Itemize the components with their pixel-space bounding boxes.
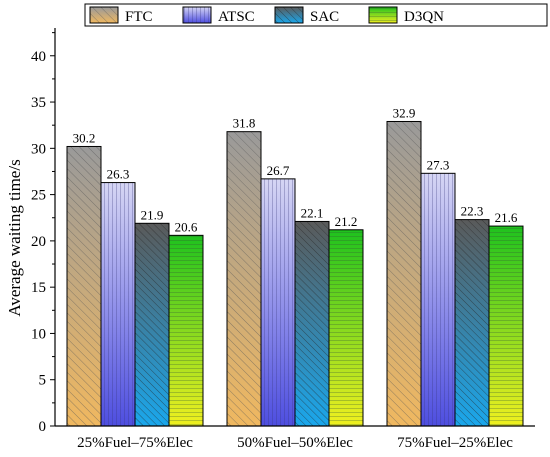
bar-d3qn-1 [168,234,204,427]
x-tick-label: 75%Fuel–25%Elec [397,435,513,451]
y-tick-label: 5 [39,373,47,389]
data-label-sac-2: 22.1 [301,205,324,220]
data-label-d3qn-3: 21.6 [495,210,518,225]
y-tick-label: 35 [31,95,46,111]
data-label-sac-1: 21.9 [141,207,164,222]
bar-sac-1 [134,222,170,427]
bar-ftc-1 [66,145,102,427]
x-tick-label: 25%Fuel–75%Elec [77,435,193,451]
axes: 25%Fuel–75%Elec 50%Fuel–50%Elec 75%Fuel–25… [31,28,535,451]
y-tick-label: 10 [31,326,46,342]
data-label-sac-3: 22.3 [461,204,484,219]
x-tick-label: 50%Fuel–50%Elec [237,435,353,451]
bar-ftc-3 [386,120,422,427]
legend-swatch-sac [274,6,304,24]
data-label-ftc-2: 31.8 [233,116,256,131]
data-label-atsc-1: 26.3 [107,167,130,182]
data-label-d3qn-1: 20.6 [175,219,198,234]
legend-swatch-atsc [182,6,212,24]
y-tick-label: 40 [31,49,46,65]
y-tick-label: 25 [31,188,46,204]
legend-swatch-d3qn [368,6,398,24]
data-label-atsc-3: 27.3 [427,157,450,172]
data-label-ftc-3: 32.9 [393,105,416,120]
bar-atsc-3 [420,172,456,427]
y-tick-label: 15 [31,280,46,296]
data-label-atsc-2: 26.7 [267,163,290,178]
legend: FTC ATSC SAC D3QN [84,3,548,27]
y-tick-label: 20 [31,234,46,250]
data-label-ftc-1: 30.2 [73,130,96,145]
legend-label-sac: SAC [310,9,339,25]
legend-label-atsc: ATSC [218,9,255,25]
bar-sac-3 [454,219,490,427]
y-axis-title: Average waiting time/s [5,159,24,316]
legend-label-d3qn: D3QN [404,9,444,25]
data-label-d3qn-2: 21.2 [335,214,358,229]
plot-area: 30.2 26.3 21.9 20.6 31.8 26.7 22.1 21.2 32.9 27.3… [66,105,524,427]
bar-atsc-1 [100,182,136,427]
y-tick-label: 0 [39,419,47,435]
legend-swatch-ftc [89,6,119,24]
bar-d3qn-3 [488,225,524,427]
bar-atsc-2 [260,178,296,427]
bar-ftc-2 [226,131,262,427]
bar-sac-2 [294,220,330,427]
y-tick-label: 30 [31,141,46,157]
bar-d3qn-2 [328,229,364,427]
legend-label-ftc: FTC [125,9,153,25]
